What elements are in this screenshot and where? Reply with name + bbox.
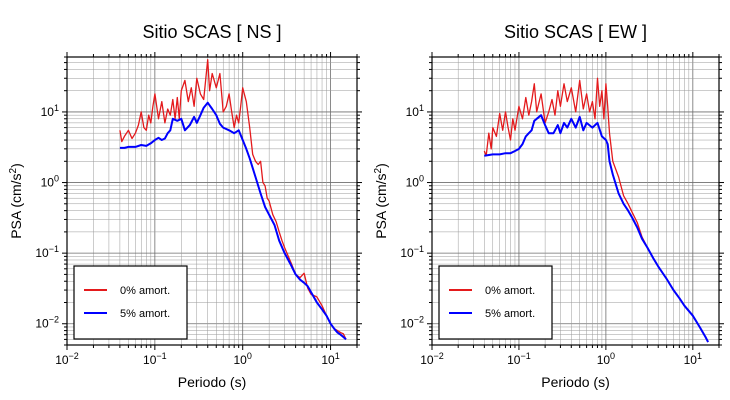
x-tick-label: 10−1 xyxy=(143,351,167,367)
y-tick-label: 10−1 xyxy=(400,244,424,260)
plot-frame xyxy=(431,56,720,346)
legend-label: 0% amort. xyxy=(485,285,535,297)
legend-label: 0% amort. xyxy=(120,285,170,297)
y-axis-label: PSA (cm/s2) xyxy=(8,163,24,239)
x-tick-label: 10−1 xyxy=(507,351,531,367)
x-tick-label: 10−2 xyxy=(55,351,79,367)
x-axis-label: Periodo (s) xyxy=(178,374,246,390)
legend-label: 5% amort. xyxy=(485,308,535,320)
legend-label: 5% amort. xyxy=(120,308,170,320)
x-axis-label: Periodo (s) xyxy=(541,374,609,390)
chart-title: Sitio SCAS [ NS ] xyxy=(142,22,281,42)
chart-panel-ew: 10−2 10−1 100 101 10−2 10−1 100 101 Sitio SCAS [… xyxy=(373,22,724,390)
y-tick-label: 100 xyxy=(41,174,59,190)
legend: 0% amort. 5% amort. xyxy=(73,265,188,340)
y-tick-label: 101 xyxy=(41,103,59,119)
x-tick-label: 100 xyxy=(597,351,615,367)
legend: 0% amort. 5% amort. xyxy=(438,265,553,340)
legend-box xyxy=(73,265,188,340)
x-tick-label: 101 xyxy=(321,351,339,367)
series-line-amort-5 xyxy=(119,101,347,341)
plot-frame xyxy=(66,56,358,346)
y-tick-label: 10−2 xyxy=(400,315,424,331)
x-tick-label: 100 xyxy=(234,351,252,367)
y-tick-label: 10−1 xyxy=(35,244,59,260)
series-line-amort-5 xyxy=(484,114,709,343)
x-tick-label: 101 xyxy=(684,351,702,367)
tick-marks xyxy=(62,52,362,350)
y-tick-label: 101 xyxy=(406,103,424,119)
y-tick-label: 10−2 xyxy=(35,315,59,331)
chart-title: Sitio SCAS [ EW ] xyxy=(504,22,647,42)
chart-panel-ns: 10−2 10−1 100 101 10−2 10−1 100 101 Sitio SCAS [… xyxy=(8,22,362,390)
y-tick-label: 100 xyxy=(406,174,424,190)
tick-marks xyxy=(427,52,724,350)
x-tick-label: 10−2 xyxy=(420,351,444,367)
y-axis-label: PSA (cm/s2) xyxy=(373,163,389,239)
legend-box xyxy=(438,265,553,340)
